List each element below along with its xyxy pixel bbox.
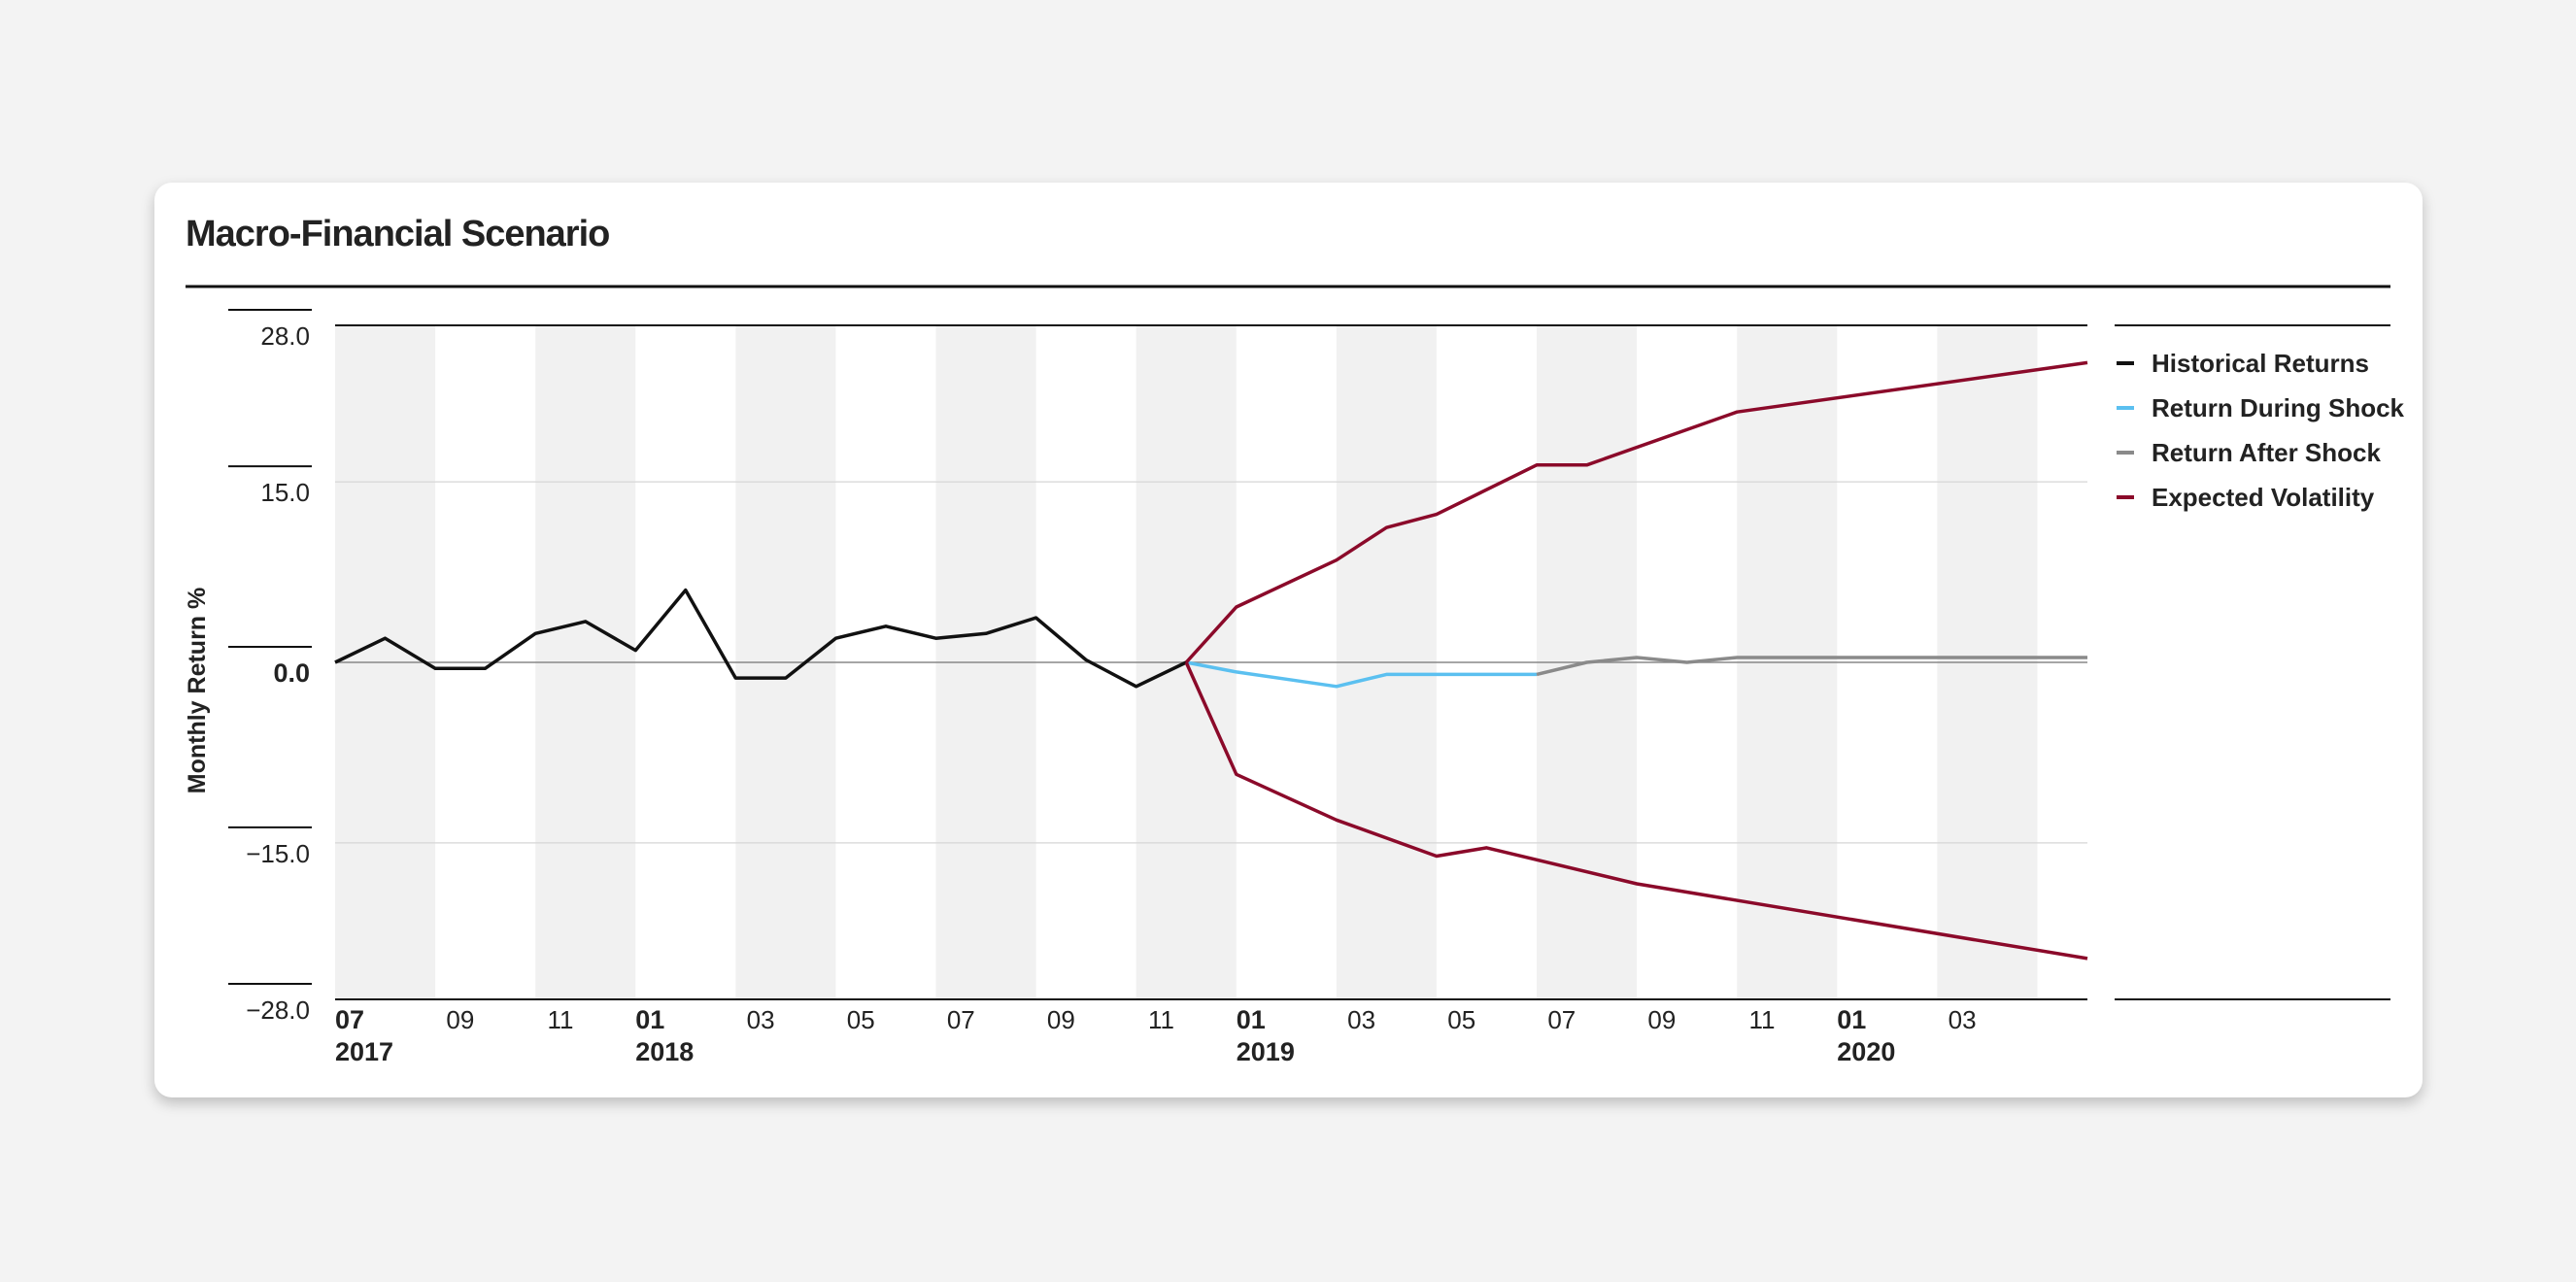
x-tick-label: 11 [1748,1005,1775,1034]
chart-card: Macro-Financial Scenario 28.0 15.0 0.0 −15.… [154,183,2423,1097]
legend-label: Return After Shock [2152,438,2381,467]
series-line-return-after-shock [1536,656,2087,677]
legend-label: Historical Returns [2152,349,2369,378]
x-year-label: 2018 [635,1037,694,1066]
x-tick-label: 07 [947,1005,975,1034]
x-tick-label: 11 [547,1005,573,1034]
x-tick-label: 01 [635,1005,664,1034]
y-tick-label: 0.0 [273,658,310,688]
x-tick-label: 07 [1547,1005,1576,1034]
x-axis-ticks: 07 2017 09 11 01 2018 03 05 07 09 11 01 2019 03 05 07 09… [335,1005,1977,1066]
chart-svg: Macro-Financial Scenario 28.0 15.0 0.0 −15.… [184,214,2405,1066]
series-line-expected-volatility-lower [1184,661,2088,961]
x-tick-label: 05 [1447,1005,1475,1034]
x-tick-label: 09 [446,1005,474,1034]
x-tick-label: 09 [1647,1005,1676,1034]
chart-title: Macro-Financial Scenario [186,214,609,254]
y-axis-ticks: 28.0 15.0 0.0 −15.0 −28.0 [228,309,312,1025]
legend-label: Return During Shock [2152,393,2405,422]
series-lines [334,360,2088,961]
y-tick-label: −28.0 [246,995,310,1025]
x-tick-label: 11 [1148,1005,1174,1034]
y-tick-label: 15.0 [260,478,310,507]
legend: Historical Returns Return During Shock Ret… [2115,324,2405,1000]
x-tick-label: 01 [1837,1005,1866,1034]
x-tick-label: 07 [335,1005,364,1034]
x-tick-label: 03 [1949,1005,1977,1034]
x-year-label: 2020 [1837,1037,1895,1066]
series-line-historical-returns [334,588,1187,689]
x-tick-label: 03 [1347,1005,1375,1034]
y-axis-label: Monthly Return % [184,588,211,794]
y-tick-label: 28.0 [260,321,310,351]
grid-lines [335,324,2087,1000]
y-tick-label: −15.0 [246,839,310,868]
x-tick-label: 03 [747,1005,775,1034]
x-tick-label: 01 [1237,1005,1266,1034]
x-year-label: 2017 [335,1037,393,1066]
series-line-expected-volatility [1184,360,2088,664]
series-line-return-during-shock [1185,660,1537,689]
x-year-label: 2019 [1237,1037,1295,1066]
x-tick-label: 05 [847,1005,875,1034]
legend-label: Expected Volatility [2152,483,2375,512]
x-tick-label: 09 [1047,1005,1075,1034]
